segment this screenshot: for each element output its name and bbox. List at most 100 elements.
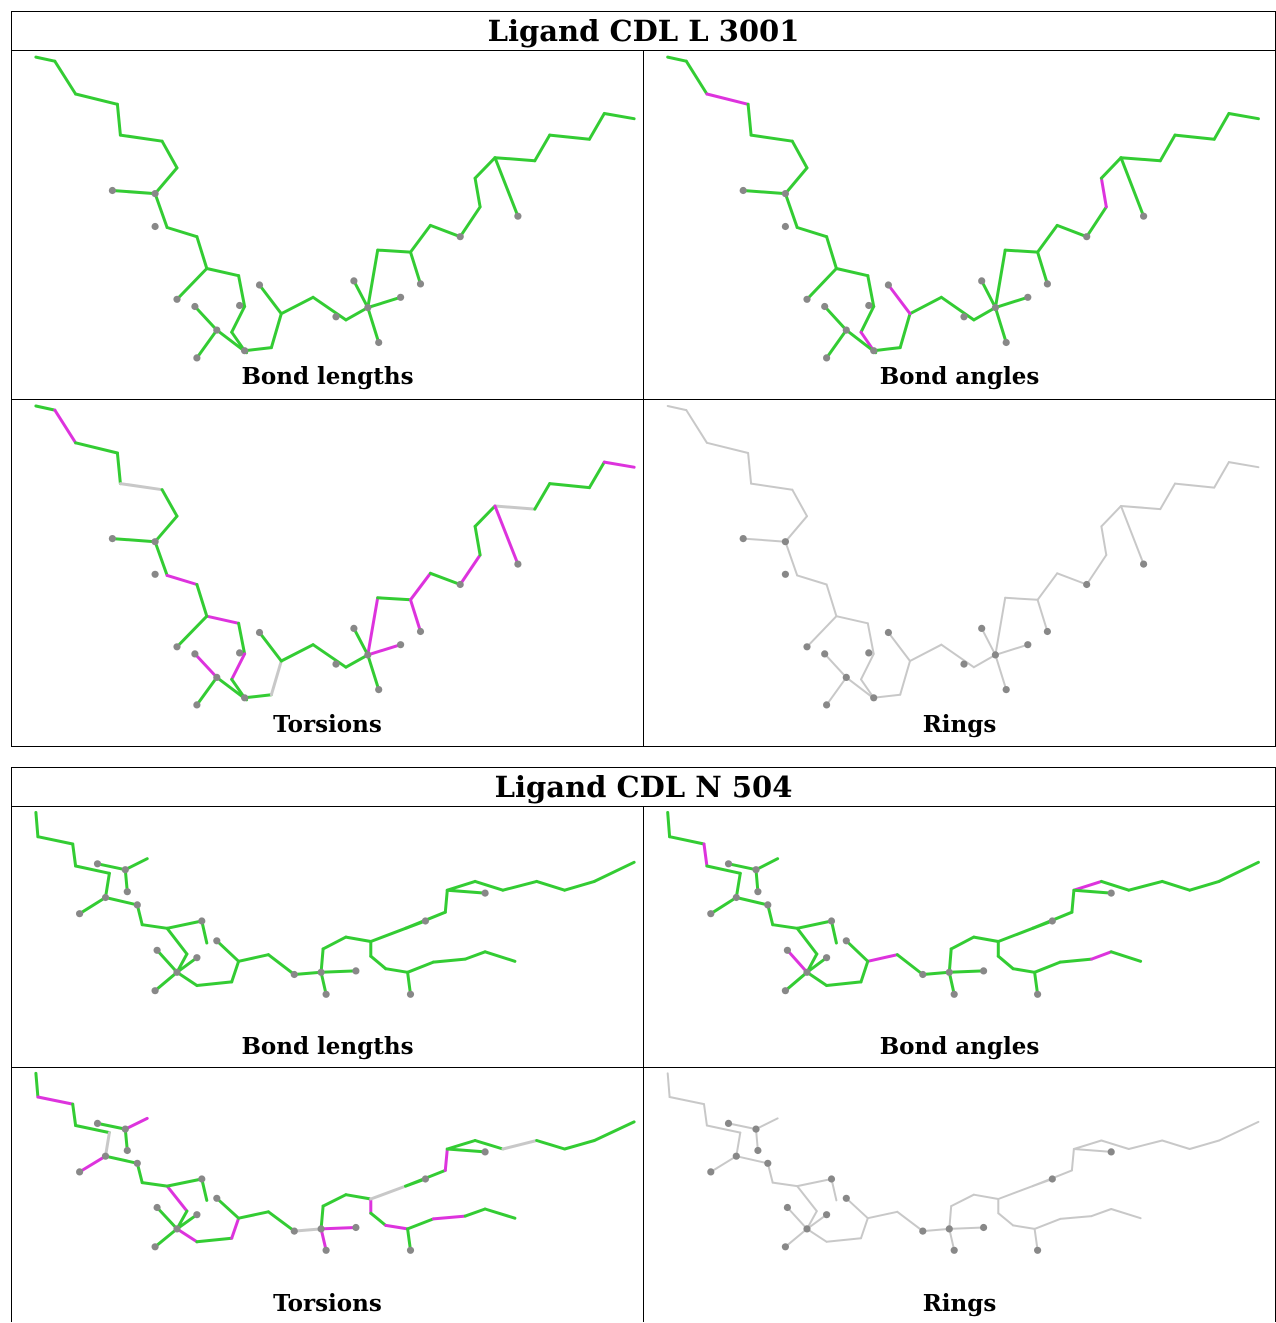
bond [993,248,1007,310]
molecule-diagram [666,405,1260,709]
bond [1161,1139,1191,1150]
bond [727,1122,757,1131]
bond [406,960,435,974]
atom [803,295,811,303]
bond [563,1139,596,1151]
bond [409,571,432,602]
bond [165,1184,189,1213]
ligand-title: Ligand CDL N 504 [11,767,1276,807]
bond [806,1227,828,1243]
bond [947,947,953,974]
atom [980,1223,988,1232]
atom [76,910,84,918]
bond [266,1210,296,1233]
atom [255,281,264,289]
atom [317,968,325,976]
atom [133,1159,141,1167]
bond [908,295,943,316]
bond [230,677,247,700]
bond [428,223,462,239]
atom [781,538,789,546]
bond [123,868,129,894]
bond [997,1212,1015,1227]
atom [93,860,102,868]
bond [376,596,412,602]
bond [36,835,75,846]
bond [1212,112,1231,141]
bond [948,1227,956,1252]
atom [514,560,522,568]
bond [237,621,247,656]
bond [104,871,111,899]
bond [1085,554,1108,586]
bond [825,235,838,270]
bond [805,267,838,301]
bond [1055,223,1089,239]
atom [1043,627,1051,636]
atom [842,326,850,334]
bond [702,842,709,868]
ligand-title: Ligand CDL L 3001 [11,11,1276,51]
bond [1159,482,1176,511]
bond [825,676,848,706]
ligand-block-1: Ligand CDL L 3001 Bond lengths Bond angl… [11,11,1276,747]
bond [741,189,787,196]
bond [195,235,209,270]
atom [123,1146,131,1155]
bond [230,305,247,334]
bond [36,1095,75,1106]
bond [1217,860,1260,883]
atom [870,694,878,702]
bond [123,857,149,872]
atom [1140,212,1148,220]
atom [416,280,425,288]
bond [165,926,189,956]
bond [784,540,799,577]
atom [803,1225,811,1233]
atom [173,295,181,303]
bond [175,956,199,974]
atom [151,222,159,231]
atom [754,1146,762,1155]
bond [1099,176,1108,209]
molecule-diagram [34,811,636,998]
atom [803,643,811,651]
bond [735,1155,769,1165]
atom [1034,990,1042,998]
bond [195,1236,234,1244]
atom [732,893,740,902]
bond [747,452,753,485]
bond [473,524,482,557]
atom [352,967,360,975]
bond [866,274,876,308]
atom [322,1246,330,1254]
atom [821,302,829,311]
bond [1127,1139,1164,1150]
bond [972,653,997,669]
bond [1188,879,1221,892]
bond [165,226,199,239]
bond [666,811,672,839]
bond [750,482,794,491]
bond [592,1120,636,1142]
atom [456,580,464,589]
bond [153,166,179,196]
bond [859,959,870,984]
bond [443,888,449,914]
atom [153,1203,161,1212]
bond [160,139,179,170]
atom [1107,1148,1115,1156]
panel-rings: Rings [643,399,1276,747]
bond [237,1210,270,1220]
panel-caption: Bond angles [879,1033,1040,1060]
bond [74,441,119,455]
bond [1227,461,1260,469]
bond [859,330,876,353]
atom [1024,641,1032,649]
atom [842,1194,850,1202]
bond [1213,461,1230,489]
bond [215,939,241,963]
bond [53,408,78,445]
bond [1085,205,1108,239]
bond [1004,596,1039,601]
